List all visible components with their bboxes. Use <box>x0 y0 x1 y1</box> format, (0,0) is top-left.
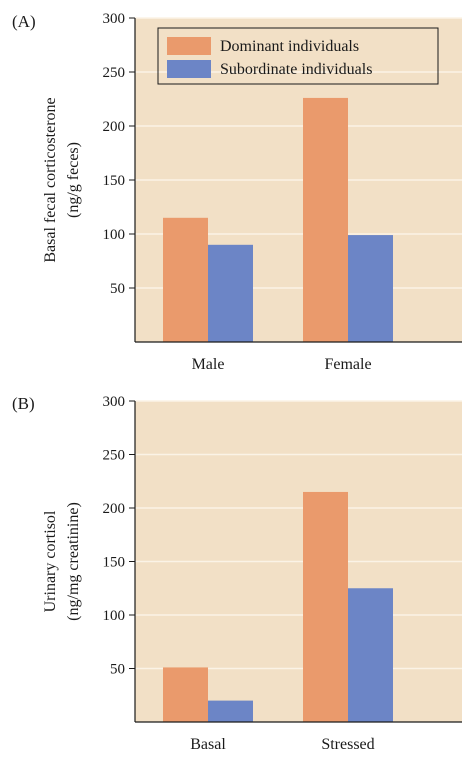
y-tick-label: 300 <box>103 394 126 410</box>
panel-b-bars <box>163 491 393 722</box>
panel-a-bars <box>163 97 393 342</box>
bar-dominant-female <box>303 97 348 342</box>
panel-b-y-axis-title-line1: Urinary cortisol <box>42 510 59 612</box>
y-tick-label: 300 <box>103 11 126 27</box>
bar-dominant-basal <box>163 667 208 722</box>
panel-a-x-ticks: Male Female <box>192 356 372 373</box>
x-tick-label: Stressed <box>321 736 374 753</box>
legend-label-dominant: Dominant individuals <box>220 38 359 55</box>
panel-b: (B) 50 100 150 200 250 300 Basal Stressed Urin… <box>12 394 462 753</box>
panel-a-label: (A) <box>12 12 36 31</box>
bar-dominant-stressed <box>303 491 348 722</box>
bar-subordinate-male <box>208 244 253 342</box>
panel-b-label: (B) <box>12 394 35 413</box>
panel-a-y-ticks: 50 100 150 200 250 300 <box>103 11 135 297</box>
panel-b-x-ticks: Basal Stressed <box>190 736 374 753</box>
x-tick-label: Male <box>192 356 225 373</box>
panel-a-y-axis-title-line1: Basal fecal corticosterone <box>42 97 59 262</box>
x-tick-label: Basal <box>190 736 226 753</box>
y-tick-label: 50 <box>110 281 125 297</box>
bar-subordinate-female <box>348 235 393 342</box>
panel-b-y-ticks: 50 100 150 200 250 300 <box>103 394 135 678</box>
y-tick-label: 50 <box>110 662 125 678</box>
bar-subordinate-stressed <box>348 588 393 722</box>
legend-label-subordinate: Subordinate individuals <box>220 61 372 78</box>
y-tick-label: 200 <box>103 119 126 135</box>
x-tick-label: Female <box>324 356 371 373</box>
y-tick-label: 100 <box>103 608 126 624</box>
panel-a-y-axis-title-line2: (ng/g feces) <box>65 142 82 218</box>
y-tick-label: 150 <box>103 555 126 571</box>
legend-swatch-subordinate <box>167 60 211 78</box>
legend: Dominant individuals Subordinate individ… <box>157 27 439 85</box>
panel-b-y-axis-title-line2: (ng/mg creatinine) <box>65 502 82 621</box>
panel-a: (A) 50 100 150 200 250 300 Male Female Basal f… <box>12 11 462 373</box>
bar-dominant-male <box>163 217 208 342</box>
y-tick-label: 150 <box>103 173 126 189</box>
legend-swatch-dominant <box>167 37 211 55</box>
y-tick-label: 250 <box>103 65 126 81</box>
bar-subordinate-basal <box>208 700 253 722</box>
y-tick-label: 200 <box>103 501 126 517</box>
legend-box <box>157 27 439 85</box>
y-tick-label: 250 <box>103 448 126 464</box>
y-tick-label: 100 <box>103 227 126 243</box>
